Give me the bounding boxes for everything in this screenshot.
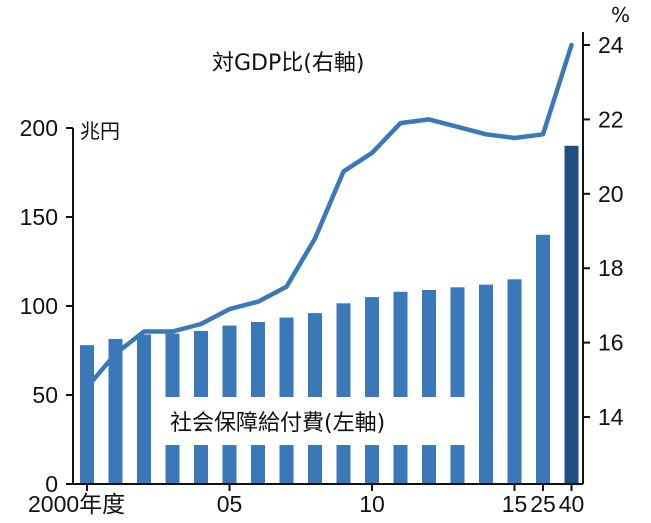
bar: [450, 287, 465, 484]
x-tick-label: 2000年度: [28, 491, 125, 517]
line-series-label: 対GDP比(右軸): [212, 51, 364, 76]
x-tick-label: 05: [217, 491, 243, 517]
line-series: [84, 42, 574, 390]
right-tick-label: 18: [598, 255, 624, 281]
x-tick-label: 40: [559, 491, 585, 517]
bar: [137, 334, 151, 484]
bar-label-mask: [162, 397, 467, 445]
right-tick-label: 20: [598, 181, 624, 207]
right-axis-unit: %: [611, 3, 630, 27]
bar: [536, 234, 550, 484]
x-tick-label: 25: [530, 491, 556, 517]
right-tick-label: 14: [598, 404, 624, 430]
bar: [507, 279, 522, 484]
x-tick-label: 10: [359, 491, 385, 517]
bar-series-label: 社会保障給付費(左軸): [170, 411, 385, 436]
left-tick-label: 200: [20, 115, 58, 141]
bar: [422, 289, 436, 484]
right-tick-label: 16: [598, 330, 624, 356]
left-axis-ticks: 0 50 100 150 200: [20, 115, 73, 497]
right-axis-ticks: 14 16 18 20 22 24: [583, 32, 624, 430]
x-tick-label: 15: [502, 491, 528, 517]
bar: [336, 303, 351, 484]
right-tick-label: 24: [598, 32, 624, 58]
left-tick-label: 100: [20, 293, 58, 319]
left-tick-label: 0: [45, 471, 58, 497]
right-tick-label: 22: [598, 106, 624, 132]
left-tick-label: 150: [20, 204, 58, 230]
bar: [564, 145, 579, 485]
bar: [365, 297, 379, 484]
bar: [479, 284, 493, 484]
bar: [80, 345, 94, 484]
x-axis-ticks: 2000年度 05 10 15 25 40: [28, 484, 584, 517]
left-tick-label: 50: [32, 382, 58, 408]
bar: [393, 291, 408, 484]
bar: [108, 338, 123, 484]
left-axis-unit: 兆円: [80, 119, 120, 143]
